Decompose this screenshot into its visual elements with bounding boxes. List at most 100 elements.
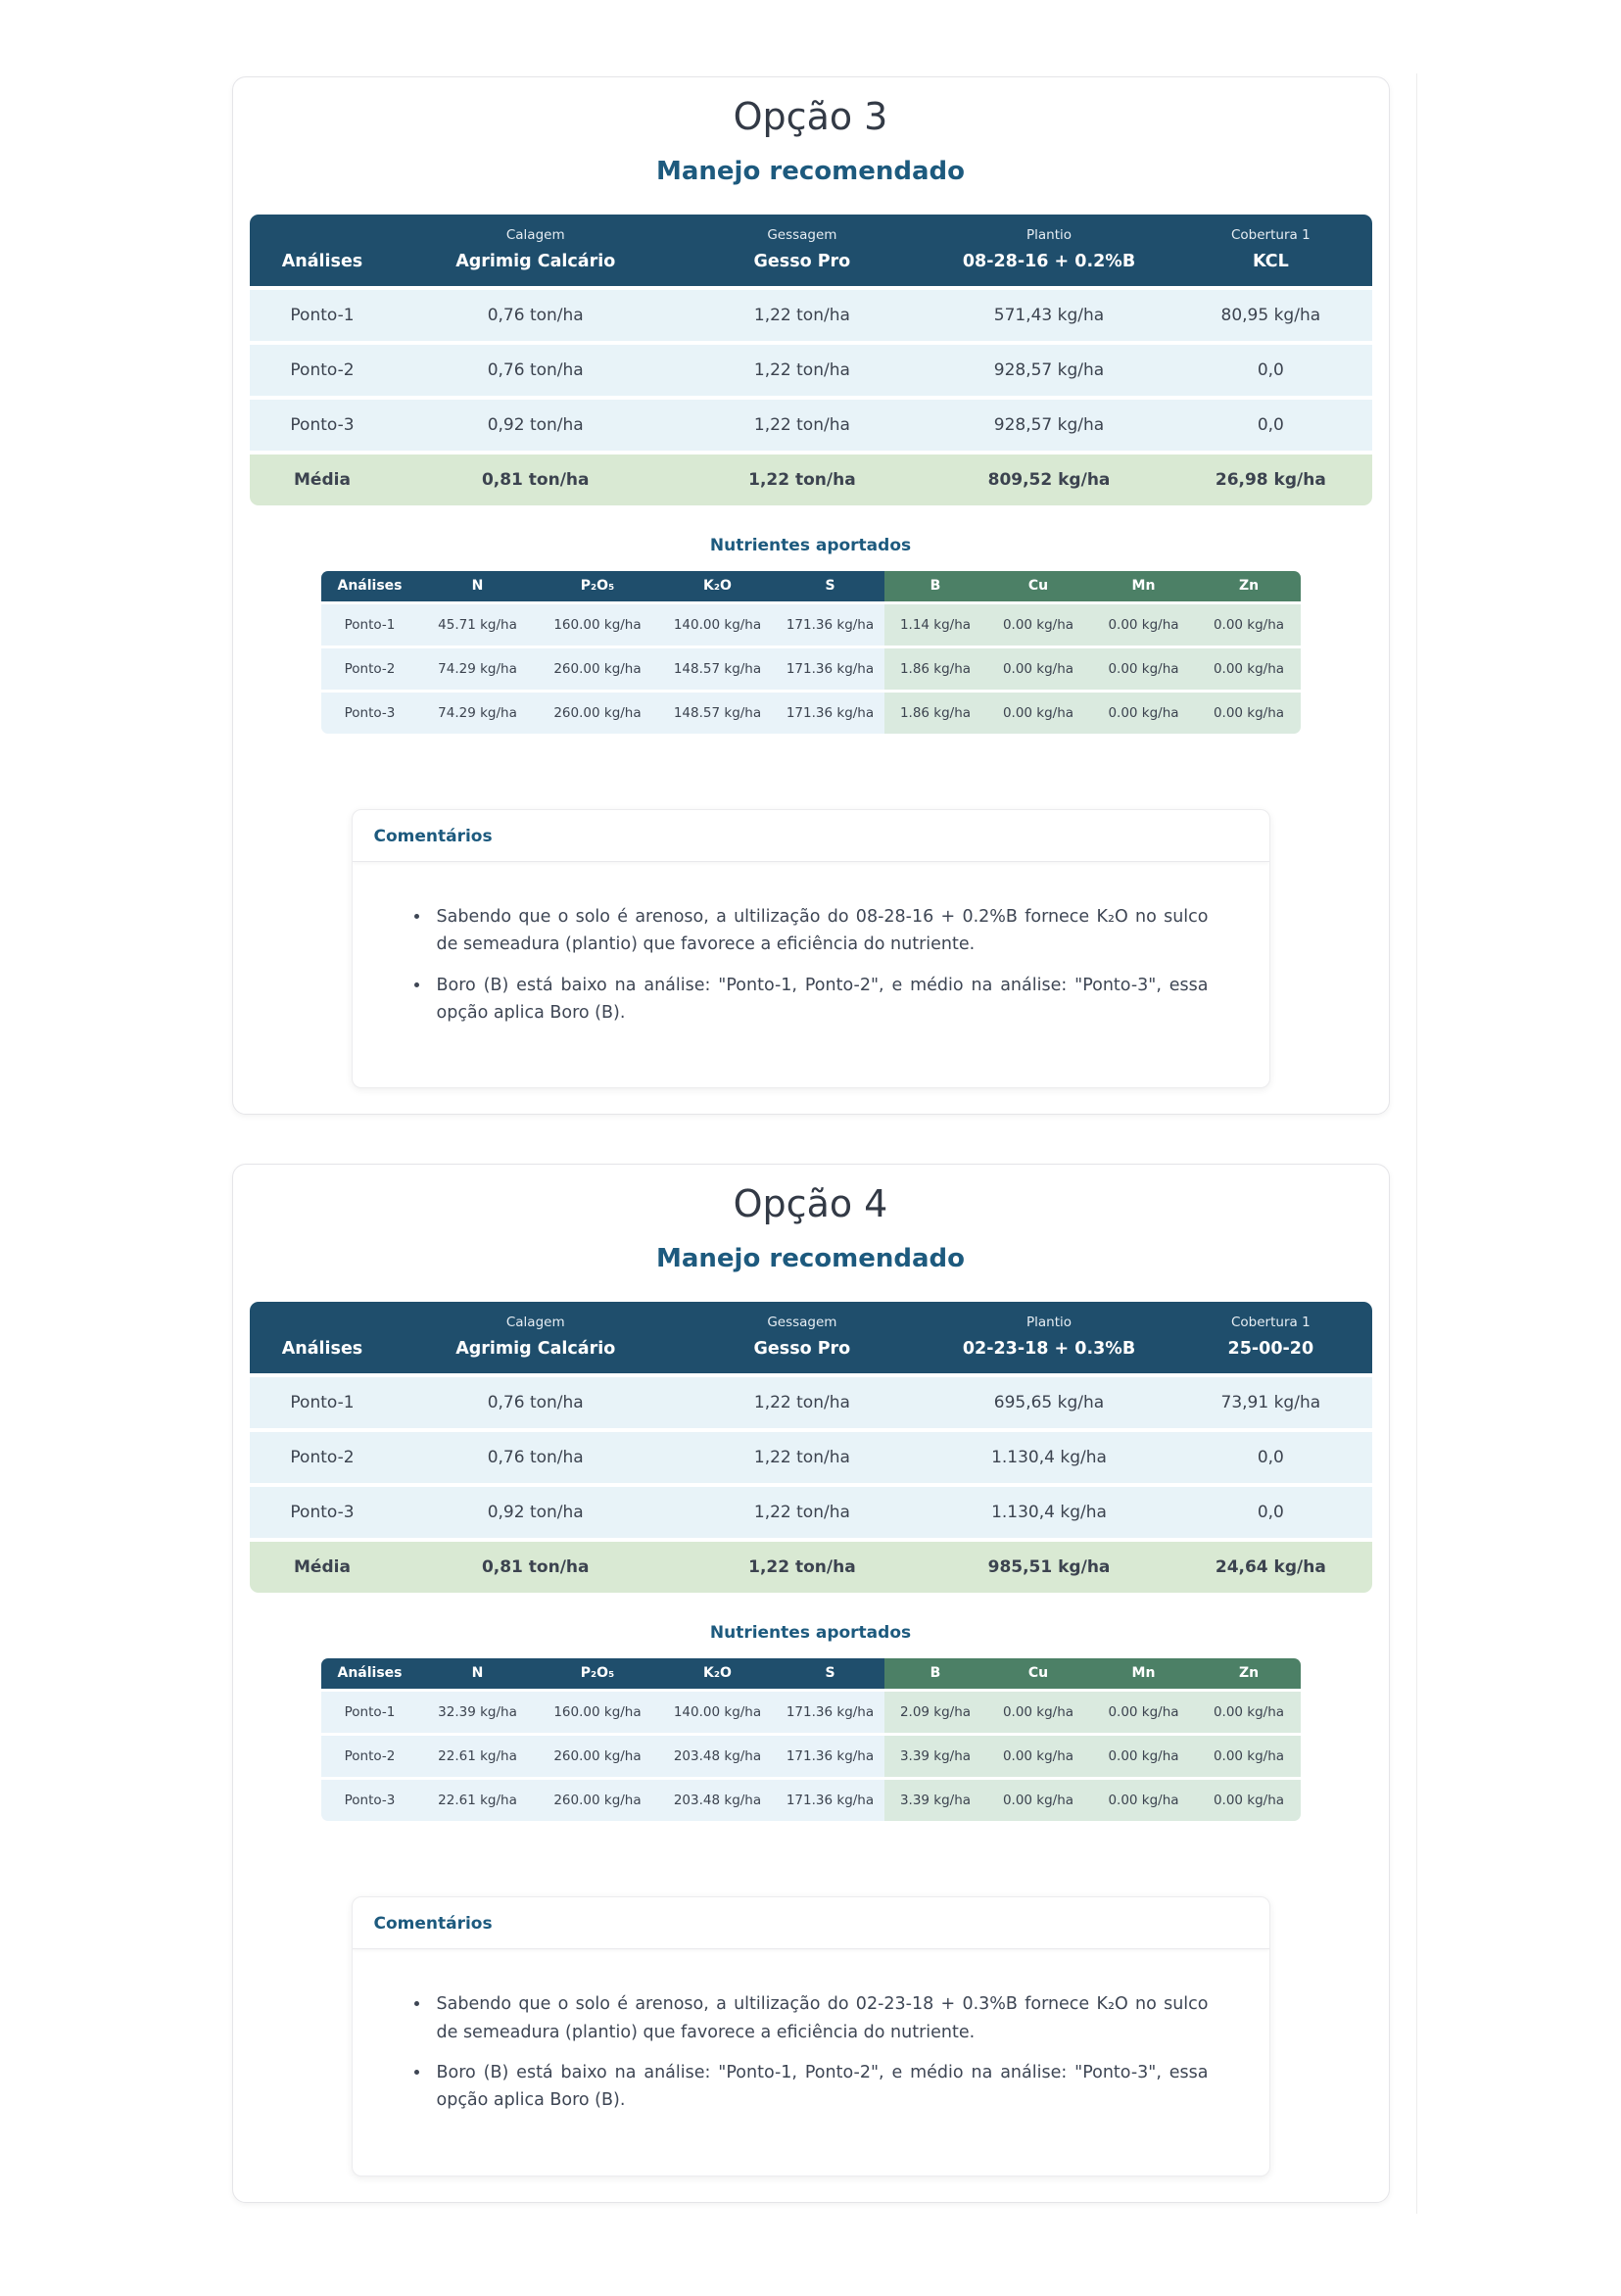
- nutrientes-table: Análises N P₂O₅ K₂O S B Cu Mn Zn Ponto-1…: [320, 568, 1301, 737]
- table-cell: 0.00 kg/ha: [986, 1692, 1090, 1734]
- column-category-label: Calagem: [505, 227, 565, 243]
- table-cell: 0.00 kg/ha: [1089, 604, 1198, 646]
- row-label: Média: [249, 1542, 396, 1594]
- nutrientes-header-n: N: [418, 571, 537, 601]
- option-title: Opção 4: [733, 1182, 888, 1226]
- table-cell: 0.00 kg/ha: [1089, 1736, 1198, 1778]
- table-row: Ponto-1 0,76 ton/ha 1,22 ton/ha 695,65 k…: [249, 1377, 1372, 1429]
- nutrientes-header-row: Análises N P₂O₅ K₂O S B Cu Mn Zn: [320, 1658, 1301, 1690]
- table-row: Ponto-1 45.71 kg/ha 160.00 kg/ha 140.00 …: [320, 604, 1301, 646]
- table-row: Ponto-3 0,92 ton/ha 1,22 ton/ha 928,57 k…: [249, 400, 1372, 451]
- manejo-header-gessagem: Gessagem Gesso Pro: [675, 215, 929, 286]
- comment-item: Boro (B) está baixo na análise: "Ponto-1…: [431, 972, 1209, 1028]
- nutrientes-header-n: N: [418, 1658, 537, 1690]
- table-row: Ponto-2 22.61 kg/ha 260.00 kg/ha 203.48 …: [320, 1736, 1301, 1778]
- table-cell: 0.00 kg/ha: [986, 648, 1090, 690]
- table-cell: 0.00 kg/ha: [1197, 1780, 1301, 1822]
- comments-body: Sabendo que o solo é arenoso, a ultiliza…: [353, 1949, 1269, 2175]
- row-label: Ponto-1: [320, 1692, 419, 1734]
- manejo-header-plantio: Plantio 02-23-18 + 0.3%B: [928, 1302, 1170, 1374]
- nutrientes-table: Análises N P₂O₅ K₂O S B Cu Mn Zn Ponto-1…: [320, 1655, 1301, 1824]
- row-label: Ponto-1: [320, 604, 419, 646]
- table-cell: 571,43 kg/ha: [928, 290, 1170, 341]
- table-cell: 148.57 kg/ha: [658, 648, 777, 690]
- table-cell: 1,22 ton/ha: [675, 454, 929, 505]
- manejo-section-title: Manejo recomendado: [656, 157, 965, 186]
- table-cell: 0,81 ton/ha: [395, 1542, 676, 1594]
- nutrientes-header-mn: Mn: [1089, 571, 1198, 601]
- table-row: Ponto-3 22.61 kg/ha 260.00 kg/ha 203.48 …: [320, 1780, 1301, 1822]
- table-cell: 928,57 kg/ha: [928, 345, 1170, 396]
- table-cell: 260.00 kg/ha: [536, 693, 659, 734]
- table-cell: 1.86 kg/ha: [883, 693, 987, 734]
- table-cell: 0.00 kg/ha: [986, 1736, 1090, 1778]
- column-product-label: 25-00-20: [1227, 1339, 1314, 1360]
- nutrientes-header-mn: Mn: [1089, 1658, 1198, 1690]
- table-cell: 1,22 ton/ha: [675, 345, 929, 396]
- option-card-4: Opção 4 Manejo recomendado Análises Cala…: [231, 1164, 1390, 2203]
- column-category-label: Cobertura 1: [1231, 1315, 1311, 1331]
- manejo-header-plantio: Plantio 08-28-16 + 0.2%B: [928, 215, 1170, 286]
- table-cell: 985,51 kg/ha: [928, 1542, 1170, 1594]
- table-cell: 80,95 kg/ha: [1169, 290, 1372, 341]
- table-cell: 26,98 kg/ha: [1169, 454, 1372, 505]
- column-product-label: Agrimig Calcário: [455, 1339, 616, 1360]
- table-cell: 22.61 kg/ha: [418, 1780, 537, 1822]
- table-cell: 0,81 ton/ha: [395, 454, 676, 505]
- comments-list: Sabendo que o solo é arenoso, a ultiliza…: [413, 1990, 1209, 2114]
- nutrientes-header-p2o5: P₂O₅: [536, 1658, 659, 1690]
- nutrientes-header-row: Análises N P₂O₅ K₂O S B Cu Mn Zn: [320, 571, 1301, 601]
- table-cell: 809,52 kg/ha: [928, 454, 1170, 505]
- nutrientes-header-k2o: K₂O: [658, 1658, 777, 1690]
- table-cell: 140.00 kg/ha: [658, 604, 777, 646]
- table-cell: 1,22 ton/ha: [675, 1377, 929, 1429]
- table-cell: 0.00 kg/ha: [1197, 648, 1301, 690]
- table-cell: 171.36 kg/ha: [776, 1692, 884, 1734]
- page-container-border: [1416, 73, 1417, 2214]
- table-cell: 2.09 kg/ha: [883, 1692, 987, 1734]
- table-row: Ponto-2 74.29 kg/ha 260.00 kg/ha 148.57 …: [320, 648, 1301, 690]
- manejo-header-cobertura: Cobertura 1 25-00-20: [1169, 1302, 1372, 1374]
- table-cell: 0.00 kg/ha: [1197, 604, 1301, 646]
- table-cell: 1,22 ton/ha: [675, 1487, 929, 1539]
- table-cell: 0,0: [1169, 400, 1372, 451]
- table-cell: 74.29 kg/ha: [418, 693, 537, 734]
- nutrientes-header-p2o5: P₂O₅: [536, 571, 659, 601]
- table-cell: 1,22 ton/ha: [675, 1542, 929, 1594]
- table-cell: 0,0: [1169, 345, 1372, 396]
- nutrientes-header-cu: Cu: [986, 571, 1090, 601]
- table-cell: 0.00 kg/ha: [1089, 1780, 1198, 1822]
- column-product-label: KCL: [1252, 252, 1289, 271]
- manejo-table: Análises Calagem Agrimig Calcário Gessag…: [249, 1298, 1372, 1597]
- table-cell: 0,92 ton/ha: [395, 400, 676, 451]
- table-cell: 74.29 kg/ha: [418, 648, 537, 690]
- table-cell: 171.36 kg/ha: [776, 1736, 884, 1778]
- table-cell: 0,0: [1169, 1487, 1372, 1539]
- table-row: Ponto-3 74.29 kg/ha 260.00 kg/ha 148.57 …: [320, 693, 1301, 734]
- column-category-label: Calagem: [505, 1315, 565, 1331]
- column-category-label: Gessagem: [767, 1315, 837, 1331]
- column-category-label: Gessagem: [767, 227, 837, 243]
- table-cell: 0,76 ton/ha: [395, 290, 676, 341]
- manejo-header-analises: Análises: [249, 215, 396, 286]
- nutrientes-section-title: Nutrientes aportados: [709, 536, 912, 555]
- table-cell: 0.00 kg/ha: [986, 604, 1090, 646]
- column-product-label: Gesso Pro: [753, 1339, 851, 1360]
- option-card-3: Opção 3 Manejo recomendado Análises Cala…: [231, 76, 1390, 1116]
- comment-item: Sabendo que o solo é arenoso, a ultiliza…: [431, 1990, 1209, 2046]
- nutrientes-header-b: B: [883, 1658, 987, 1690]
- table-cell: 24,64 kg/ha: [1169, 1542, 1372, 1594]
- column-category-label: Cobertura 1: [1231, 227, 1311, 243]
- manejo-header-calagem: Calagem Agrimig Calcário: [395, 1302, 676, 1374]
- table-cell: 0.00 kg/ha: [1089, 693, 1198, 734]
- table-cell: 171.36 kg/ha: [776, 693, 884, 734]
- nutrientes-header-k2o: K₂O: [658, 571, 777, 601]
- manejo-table: Análises Calagem Agrimig Calcário Gessag…: [249, 211, 1372, 509]
- table-cell: 0,76 ton/ha: [395, 1432, 676, 1484]
- table-cell: 0,0: [1169, 1432, 1372, 1484]
- row-label: Ponto-3: [320, 1780, 419, 1822]
- table-cell: 0.00 kg/ha: [986, 1780, 1090, 1822]
- manejo-section-title: Manejo recomendado: [656, 1244, 965, 1274]
- table-cell: 171.36 kg/ha: [776, 604, 884, 646]
